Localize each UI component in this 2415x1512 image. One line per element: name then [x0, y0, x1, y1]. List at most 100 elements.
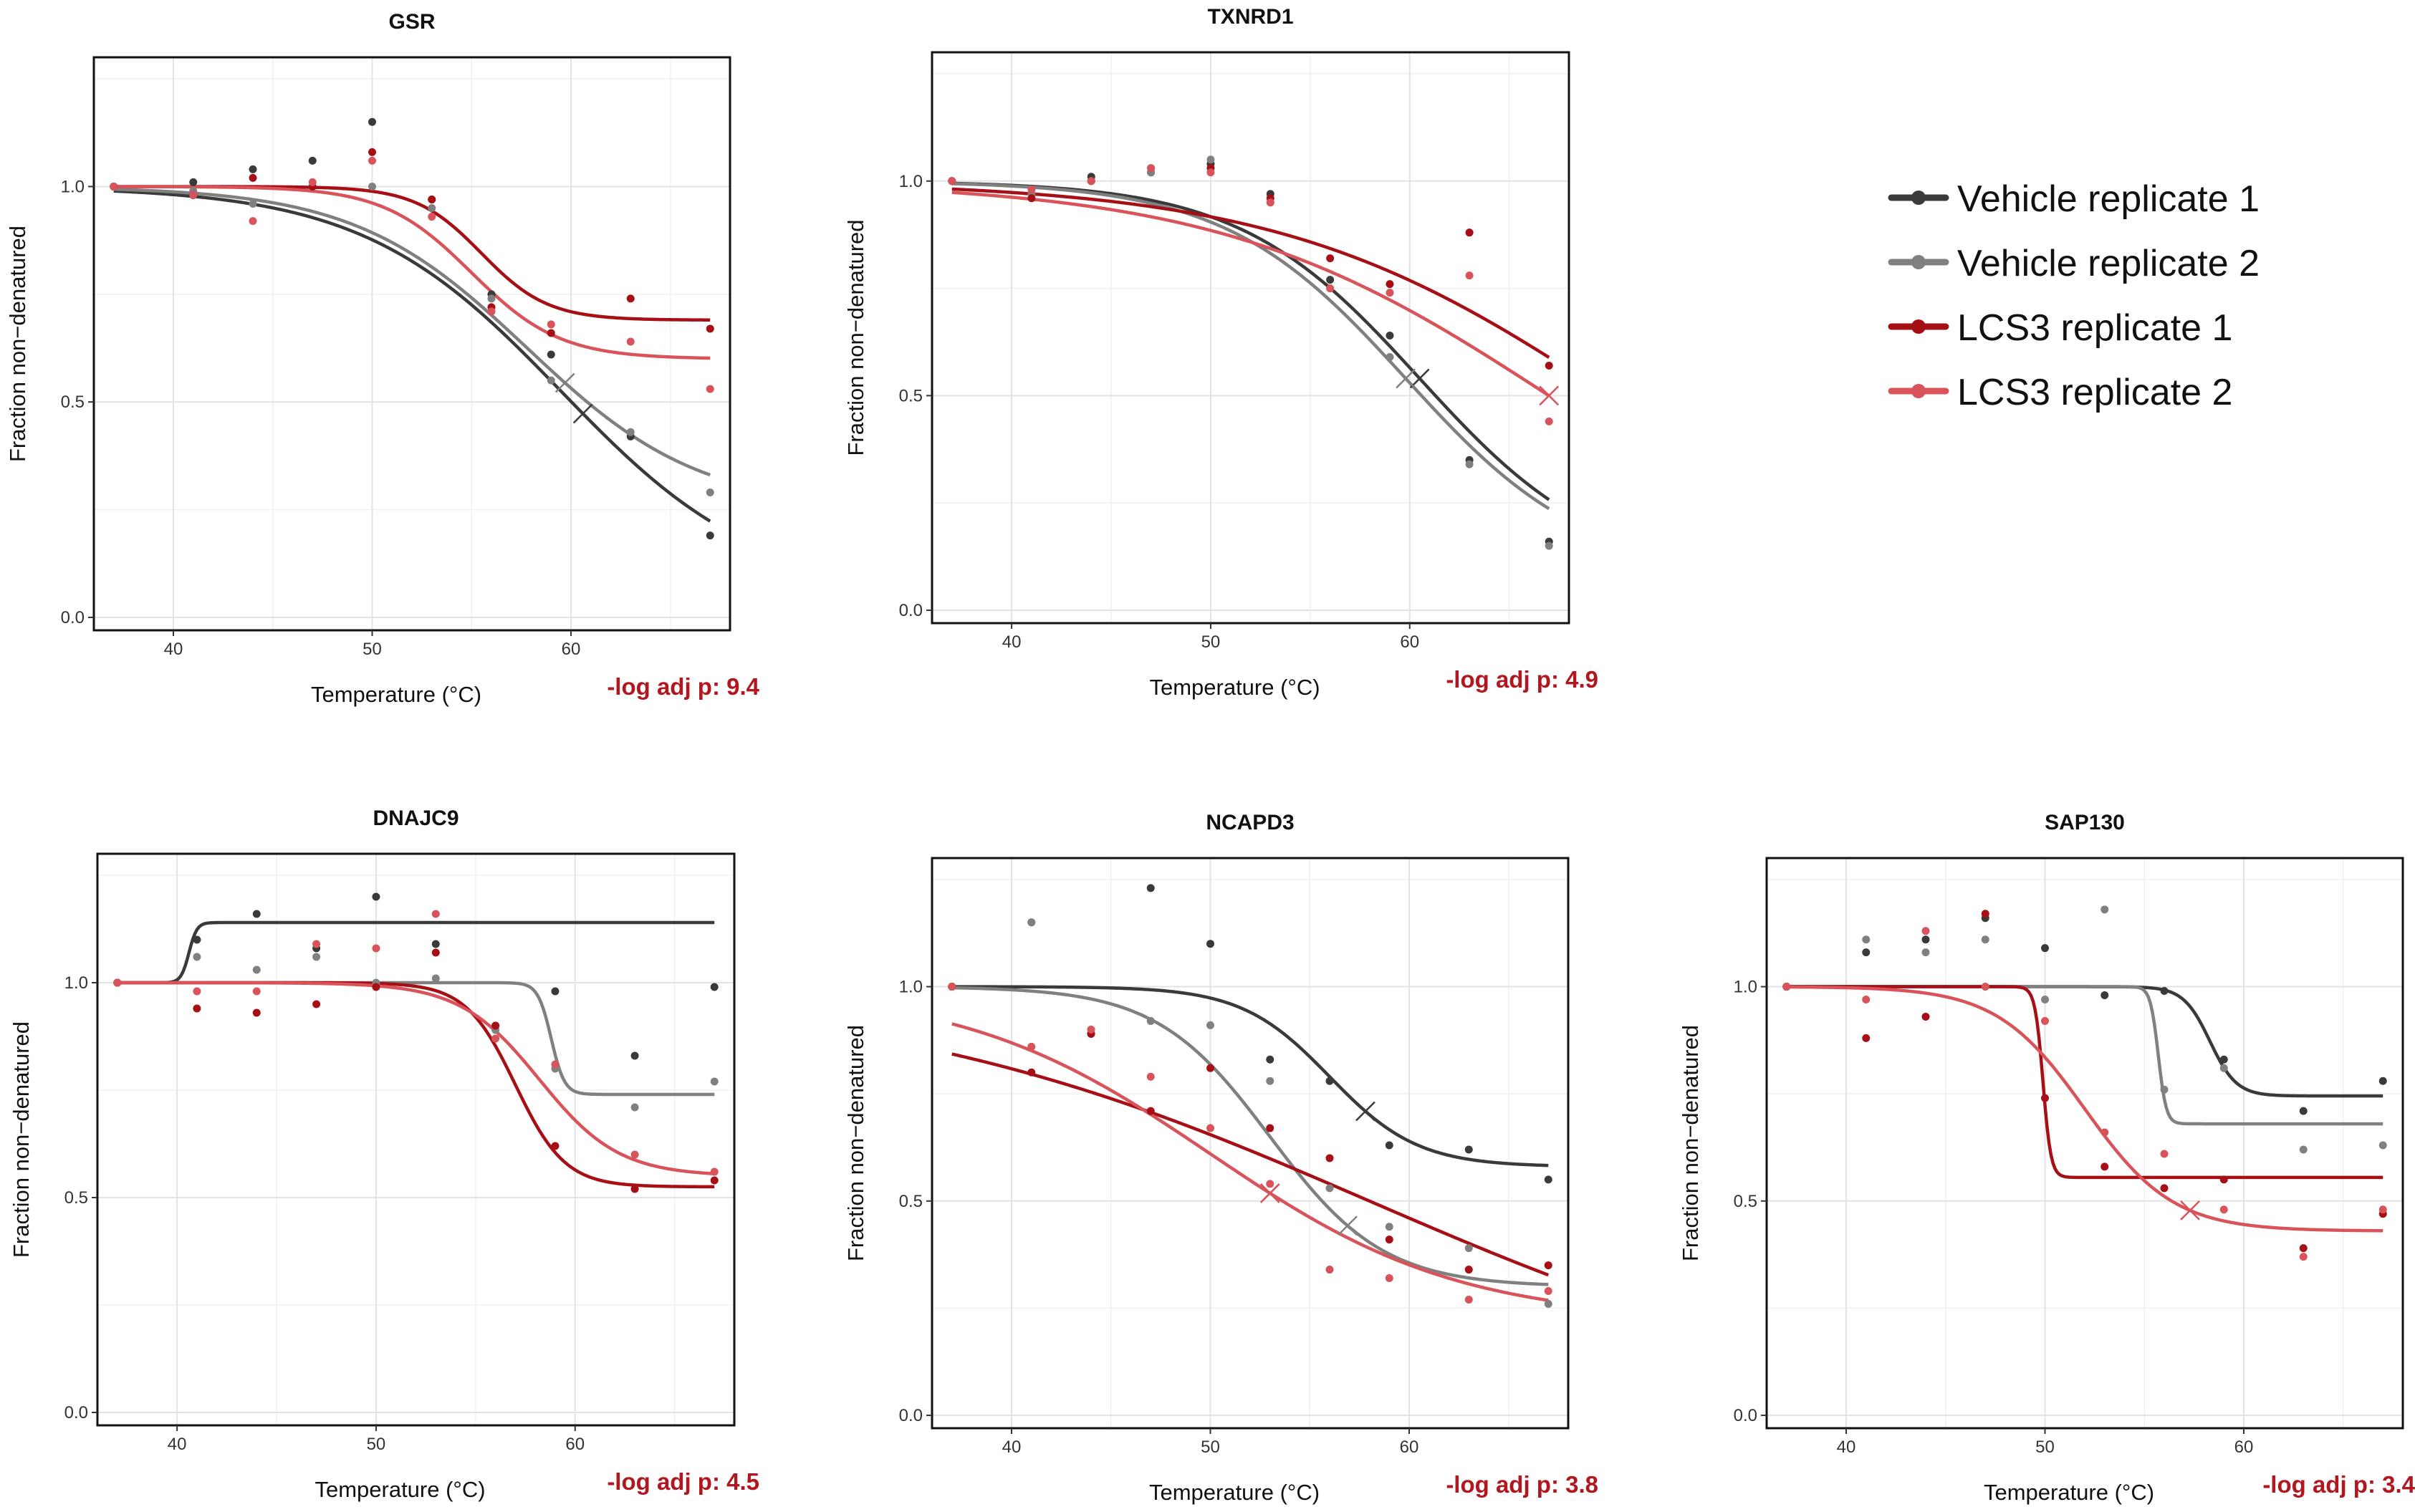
- data-point-series-3: [630, 1185, 639, 1193]
- data-point-series-1: [551, 987, 560, 996]
- data-point-series-2: [428, 204, 436, 213]
- x-tick-label: 40: [1837, 1438, 1856, 1457]
- fit-curve-series-3: [1786, 985, 2383, 1180]
- melting-point-marker: [1355, 1101, 1375, 1122]
- x-tick-label: 60: [1400, 632, 1419, 652]
- plot-frame: [931, 857, 1570, 1430]
- data-point-series-3: [372, 983, 380, 991]
- data-point-series-1: [1146, 884, 1155, 892]
- data-point-series-3: [1027, 1068, 1036, 1077]
- data-point-series-2: [710, 1077, 719, 1086]
- data-point-series-4: [1545, 417, 1553, 425]
- data-point-series-3: [368, 148, 376, 156]
- chart-title: SAP130: [2045, 811, 2125, 834]
- data-point-series-2: [1266, 1077, 1274, 1085]
- data-point-series-4: [1386, 289, 1394, 297]
- y-tick-label: 1.0: [61, 177, 85, 196]
- data-point-series-1: [547, 350, 555, 359]
- y-tick-label: 0.0: [899, 1406, 923, 1425]
- data-point-series-4: [1266, 198, 1274, 207]
- fit-curve-series-4: [951, 191, 1550, 398]
- data-point-series-4: [113, 978, 122, 987]
- x-tick-label: 40: [1002, 1438, 1022, 1457]
- y-axis-label: Fraction non−denatured: [9, 1021, 34, 1258]
- data-point-series-4: [948, 983, 956, 991]
- data-point-series-4: [1266, 1180, 1274, 1188]
- data-point-series-1: [1325, 1077, 1334, 1085]
- legend-item: LCS3 replicate 1: [1888, 307, 2232, 349]
- data-point-series-2: [1464, 1244, 1473, 1253]
- x-tick-label: 40: [168, 1435, 187, 1454]
- x-tick-label: 60: [1400, 1438, 1419, 1457]
- legend-item: Vehicle replicate 1: [1888, 178, 2260, 220]
- data-point-series-4: [1146, 1072, 1155, 1081]
- plot-frame: [1765, 857, 2404, 1430]
- melting-point-marker: [1539, 385, 1560, 406]
- data-point-series-1: [710, 983, 719, 991]
- data-point-series-3: [2219, 1175, 2228, 1184]
- fit-curve-series-3: [951, 187, 1550, 359]
- data-point-series-2: [1206, 1021, 1214, 1029]
- data-point-series-1: [2299, 1107, 2308, 1115]
- data-point-series-1: [1385, 1141, 1393, 1150]
- data-point-series-3: [1464, 1266, 1473, 1274]
- plot-background: [932, 52, 1569, 623]
- data-point-series-3: [626, 294, 635, 303]
- data-point-series-4: [1862, 996, 1871, 1004]
- data-point-series-1: [1326, 276, 1335, 284]
- data-point-series-2: [249, 200, 257, 208]
- data-point-series-4: [2378, 1205, 2387, 1214]
- legend: Vehicle replicate 1 Vehicle replicate 2 …: [1888, 178, 2260, 413]
- data-point-series-2: [193, 953, 201, 961]
- data-point-series-4: [2160, 1150, 2169, 1158]
- legend-item: Vehicle replicate 2: [1888, 243, 2260, 284]
- data-point-series-1: [252, 910, 261, 918]
- data-point-series-3: [2100, 1162, 2109, 1171]
- data-point-series-3: [193, 1004, 201, 1013]
- y-tick-label: 0.0: [1734, 1406, 1757, 1425]
- melting-point-marker: [1396, 368, 1416, 389]
- data-point-series-4: [491, 1034, 500, 1043]
- data-point-series-3: [2160, 1184, 2169, 1193]
- melting-point-marker: [1338, 1215, 1358, 1236]
- data-point-series-4: [1087, 177, 1095, 186]
- pvalue-label: -log adj p: 4.5: [607, 1468, 759, 1495]
- data-point-series-3: [1146, 1107, 1155, 1115]
- fit-curve-series-1: [117, 920, 715, 985]
- x-tick-label: 50: [363, 640, 382, 659]
- legend-label: Vehicle replicate 2: [1957, 243, 2260, 284]
- plot-frame: [92, 56, 731, 632]
- data-point-series-4: [431, 910, 440, 918]
- data-point-series-4: [551, 1060, 560, 1069]
- pvalue-label: -log adj p: 3.4: [2262, 1471, 2415, 1498]
- x-tick-label: 60: [2234, 1438, 2254, 1457]
- data-point-series-4: [2041, 1016, 2049, 1025]
- data-point-series-1: [431, 940, 440, 948]
- data-point-series-3: [491, 1021, 500, 1030]
- data-point-series-1: [249, 165, 257, 173]
- data-point-series-2: [626, 428, 635, 436]
- data-point-series-3: [2299, 1244, 2308, 1253]
- y-tick-label: 0.5: [899, 1192, 923, 1211]
- data-point-series-2: [2160, 1085, 2169, 1094]
- data-point-series-4: [2299, 1253, 2308, 1261]
- data-point-series-4: [252, 987, 261, 996]
- data-point-series-4: [1544, 1286, 1552, 1295]
- data-point-series-4: [1147, 164, 1156, 173]
- fit-curve-series-3: [951, 1052, 1550, 1277]
- data-point-series-4: [630, 1150, 639, 1159]
- data-point-series-3: [1386, 280, 1394, 289]
- melting-point-marker: [572, 403, 593, 424]
- melting-point-marker: [554, 372, 575, 393]
- data-point-series-1: [1921, 935, 1930, 944]
- data-point-series-2: [1921, 948, 1930, 957]
- data-point-series-1: [1386, 332, 1394, 340]
- y-tick-label: 0.0: [61, 608, 85, 627]
- data-point-series-3: [312, 1000, 321, 1008]
- chart-title: GSR: [388, 10, 435, 34]
- data-point-series-4: [1027, 1042, 1036, 1051]
- data-point-series-1: [189, 178, 198, 186]
- pvalue-label: -log adj p: 3.8: [1446, 1471, 1598, 1498]
- data-point-series-1: [193, 935, 201, 944]
